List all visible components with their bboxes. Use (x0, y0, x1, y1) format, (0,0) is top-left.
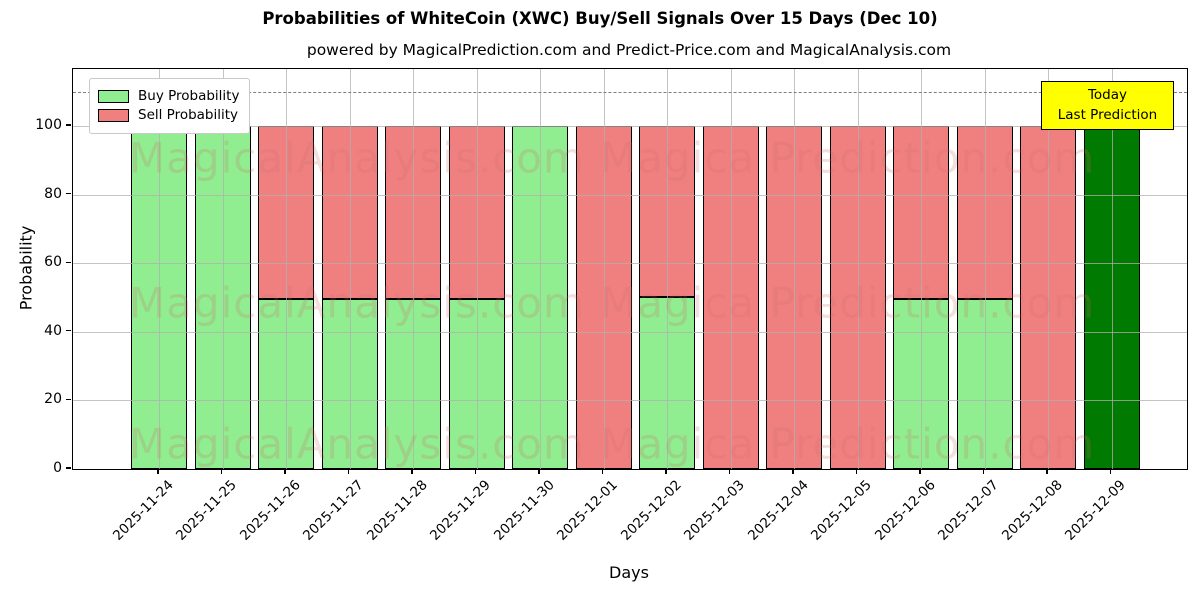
x-tick-label: 2025-11-28 (363, 477, 431, 544)
gridline-vertical (1048, 69, 1049, 469)
legend-item-sell: Sell Probability (98, 107, 239, 123)
legend-item-buy: Buy Probability (98, 88, 239, 104)
gridline-vertical (794, 69, 795, 469)
x-tick-mark (792, 469, 794, 474)
x-tick-mark (1046, 469, 1048, 474)
gridline-vertical (667, 69, 668, 469)
gridline-vertical (730, 69, 732, 469)
chart-subtitle: powered by MagicalPrediction.com and Pre… (306, 41, 952, 59)
plot-area: Buy Probability Sell Probability Today L… (72, 68, 1188, 470)
x-tick-mark (919, 469, 921, 474)
x-tick-mark (411, 469, 413, 474)
y-tick-label: 20 (44, 391, 62, 408)
x-tick-mark (157, 469, 159, 474)
y-tick-label: 60 (44, 254, 62, 271)
x-tick-mark (220, 469, 223, 474)
gridline-horizontal (73, 125, 1187, 127)
y-tick-mark (66, 398, 71, 400)
buy-probability-swatch (98, 89, 129, 103)
sell-probability-swatch (98, 108, 129, 122)
y-tick-mark (66, 192, 71, 195)
x-tick-label: 2025-12-01 (554, 477, 621, 544)
x-tick-label: 2025-12-04 (744, 477, 812, 544)
gridline-horizontal (73, 263, 1187, 265)
x-tick-mark (982, 469, 985, 474)
legend-buy-label: Buy Probability (138, 88, 240, 104)
x-tick-mark (347, 469, 350, 474)
legend: Buy Probability Sell Probability (89, 78, 251, 134)
x-tick-mark (284, 469, 286, 474)
y-tick-label: 0 (53, 460, 62, 476)
x-tick-label: 2025-12-02 (617, 477, 685, 544)
y-tick-mark (66, 261, 71, 263)
gridline-vertical (222, 69, 224, 469)
gridline-vertical (349, 69, 351, 469)
gridline-vertical (540, 69, 541, 469)
gridline-vertical (476, 69, 478, 469)
x-tick-label: 2025-12-07 (935, 477, 1002, 544)
gridline-vertical (413, 69, 414, 469)
gridline-horizontal (73, 331, 1187, 333)
legend-sell-label: Sell Probability (138, 107, 239, 123)
x-tick-label: 2025-11-27 (300, 477, 367, 544)
x-tick-mark (474, 469, 477, 474)
gridline-horizontal (73, 400, 1187, 402)
gridline-vertical (603, 69, 605, 469)
gridline-vertical (1111, 69, 1113, 469)
gridline-vertical (857, 69, 859, 469)
x-tick-mark (1109, 469, 1112, 474)
gridline-vertical (984, 69, 986, 469)
x-tick-mark (855, 469, 858, 474)
x-tick-mark (728, 469, 731, 474)
x-tick-label: 2025-12-08 (998, 477, 1066, 544)
x-tick-mark (665, 469, 667, 474)
y-tick-mark (66, 124, 71, 126)
x-axis-label: Days (609, 563, 649, 582)
x-tick-label: 2025-12-09 (1062, 477, 1129, 544)
y-tick-label: 100 (35, 116, 62, 133)
x-tick-label: 2025-11-30 (490, 477, 558, 544)
x-tick-label: 2025-11-25 (173, 477, 240, 544)
gridline-horizontal (73, 194, 1187, 196)
x-tick-mark (538, 469, 540, 474)
x-tick-label: 2025-11-26 (236, 477, 304, 544)
y-tick-label: 80 (44, 185, 62, 202)
annotation-line1: Today (1087, 87, 1128, 103)
x-tick-label: 2025-11-29 (427, 477, 494, 544)
chart-title: Probabilities of WhiteCoin (XWC) Buy/Sel… (262, 9, 938, 28)
gridline-vertical (921, 69, 922, 469)
x-tick-label: 2025-12-05 (808, 477, 875, 544)
y-tick-mark (66, 467, 71, 469)
y-tick-mark (66, 330, 71, 332)
gridline-vertical (159, 69, 160, 469)
x-tick-label: 2025-12-06 (871, 477, 939, 544)
x-tick-label: 2025-12-03 (681, 477, 748, 544)
gridline-vertical (286, 69, 287, 469)
today-annotation: Today Last Prediction (1041, 81, 1174, 130)
x-tick-mark (601, 469, 604, 474)
annotation-line2: Last Prediction (1057, 107, 1158, 124)
y-tick-label: 40 (44, 322, 62, 339)
dashed-reference-line (73, 91, 1187, 93)
x-tick-label: 2025-11-24 (109, 477, 177, 544)
